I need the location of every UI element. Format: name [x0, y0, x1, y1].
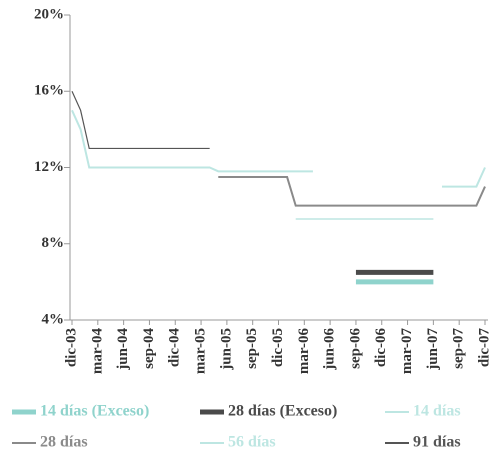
legend-label: 91 días [413, 434, 461, 451]
x-tick-label: sep-05 [244, 328, 260, 369]
x-tick-label: sep-07 [451, 328, 467, 369]
series-line [71, 91, 210, 150]
x-tick-label: mar-07 [399, 328, 415, 375]
legend-label: 28 días (Exceso) [228, 403, 337, 420]
x-tick-label: dic-07 [476, 328, 489, 368]
x-tick-label: jun-07 [425, 328, 441, 371]
x-tick-label: mar-06 [296, 328, 312, 375]
x-tick-label: mar-04 [89, 328, 105, 375]
x-tick-label: jun-04 [115, 328, 131, 371]
y-tick-label: 12% [34, 159, 64, 175]
series-line [218, 176, 486, 207]
legend-label: 28 días [40, 434, 88, 451]
x-tick-label: jun-05 [218, 328, 234, 371]
legend-label: 14 días (Exceso) [40, 403, 149, 420]
y-tick-label: 16% [34, 83, 64, 99]
x-tick-label: dic-06 [373, 328, 389, 368]
x-tick-label: dic-05 [270, 328, 286, 367]
legend-label: 14 días [413, 403, 461, 420]
series-line [71, 109, 486, 188]
x-tick-label: dic-03 [63, 328, 79, 367]
x-tick-label: dic-04 [167, 328, 183, 368]
legend-label: 56 días [228, 434, 276, 451]
y-tick-label: 4% [42, 311, 65, 327]
y-tick-label: 20% [34, 6, 64, 22]
x-tick-label: mar-05 [193, 328, 209, 374]
x-tick-label: sep-06 [347, 328, 363, 369]
x-tick-label: jun-06 [322, 328, 338, 371]
y-tick-label: 8% [42, 235, 65, 251]
x-tick-label: sep-04 [141, 328, 157, 369]
